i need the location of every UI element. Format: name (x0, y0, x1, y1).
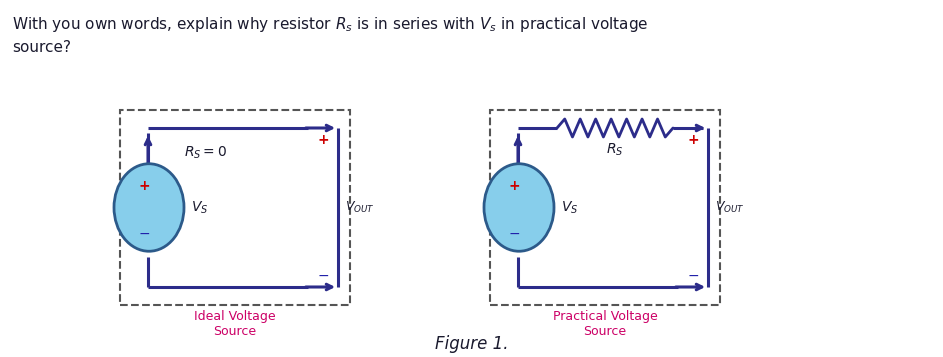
Text: +: + (317, 133, 329, 147)
Text: $R_S = 0$: $R_S = 0$ (184, 145, 227, 161)
Text: $R_S$: $R_S$ (606, 142, 623, 158)
Text: $-$: $-$ (687, 268, 699, 282)
Text: $V_{OUT}$: $V_{OUT}$ (715, 200, 745, 215)
Text: $-$: $-$ (508, 226, 521, 240)
Text: Figure 1.: Figure 1. (435, 335, 508, 353)
Ellipse shape (484, 164, 554, 251)
Text: With you own words, explain why resistor $R_s$ is in series with $V_s$ in practi: With you own words, explain why resistor… (12, 15, 649, 55)
Text: $-$: $-$ (317, 268, 329, 282)
Text: Ideal Voltage
Source: Ideal Voltage Source (194, 310, 275, 338)
Text: $V_S$: $V_S$ (191, 199, 208, 216)
Text: $V_{OUT}$: $V_{OUT}$ (345, 200, 374, 215)
Text: $V_S$: $V_S$ (561, 199, 578, 216)
Text: Practical Voltage
Source: Practical Voltage Source (553, 310, 657, 338)
Text: +: + (687, 133, 699, 147)
Text: $-$: $-$ (138, 226, 150, 240)
Text: +: + (139, 178, 150, 192)
Ellipse shape (114, 164, 184, 251)
Text: +: + (508, 178, 520, 192)
